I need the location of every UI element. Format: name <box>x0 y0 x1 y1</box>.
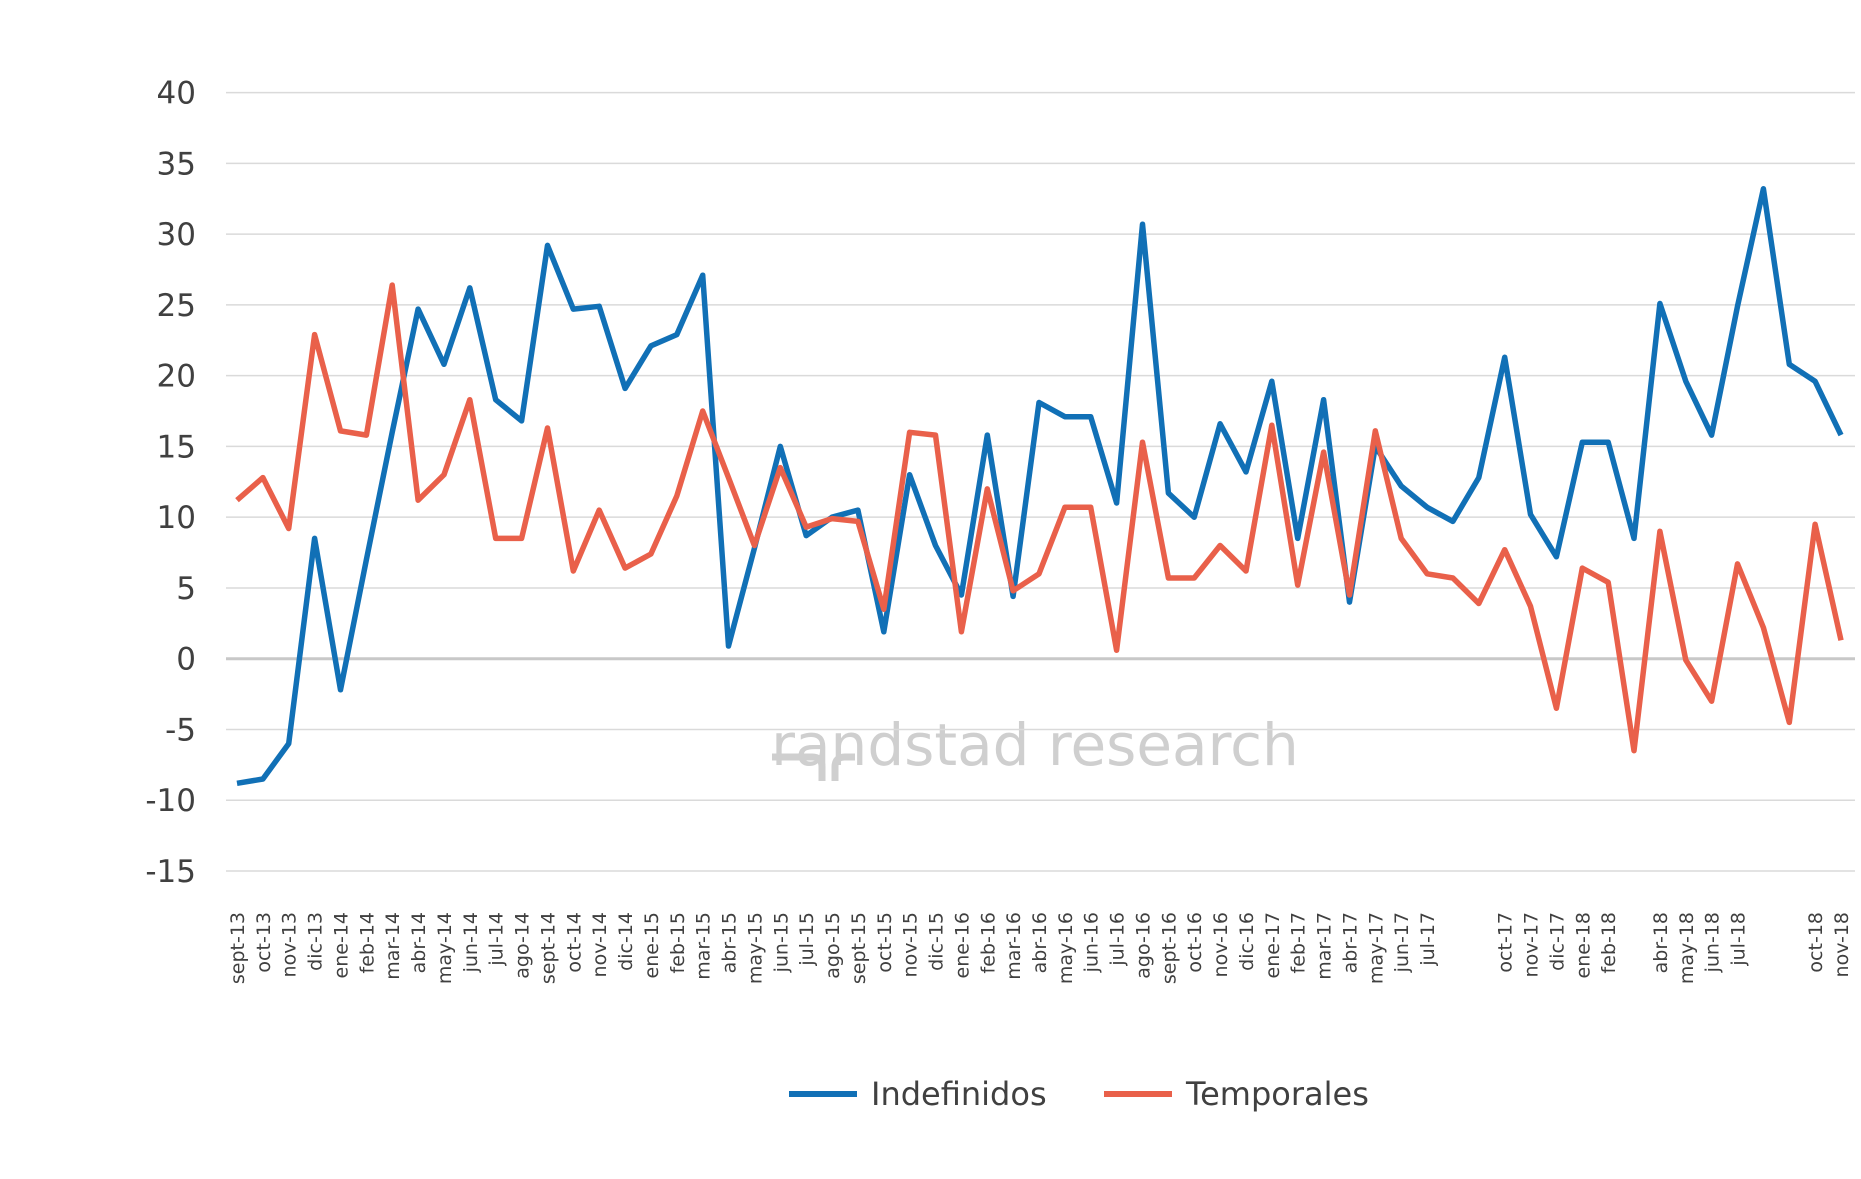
legend-label: Indefinidos <box>871 1075 1047 1113</box>
x-tick-label: ago-15 <box>822 912 844 979</box>
x-tick-label: abr-14 <box>408 912 430 973</box>
x-tick-label: feb-15 <box>667 912 689 973</box>
x-tick-label: abr-15 <box>719 912 741 973</box>
x-tick-label: nov-16 <box>1210 912 1232 977</box>
watermark-logo <box>772 753 855 781</box>
x-tick-label: sept-16 <box>1158 912 1180 984</box>
x-tick-label: oct-17 <box>1495 912 1517 973</box>
x-tick-label: dic-17 <box>1546 912 1568 971</box>
series-line <box>236 186 1844 787</box>
x-tick-label: feb-18 <box>1598 912 1620 973</box>
x-tick-label: nov-18 <box>1831 912 1853 977</box>
y-tick-label: 40 <box>157 76 196 112</box>
x-tick-label: dic-16 <box>1236 912 1258 971</box>
x-tick-label: abr-18 <box>1650 912 1672 973</box>
x-tick-label: may-17 <box>1365 912 1387 984</box>
y-tick-label: 5 <box>176 571 196 607</box>
x-tick-label: jul-14 <box>486 912 508 967</box>
x-tick-label: ene-16 <box>951 912 973 978</box>
x-tick-label: abr-16 <box>1029 912 1051 973</box>
legend-label: Temporales <box>1185 1075 1369 1113</box>
x-tick-label: ene-18 <box>1572 912 1594 978</box>
x-tick-label: may-16 <box>1055 912 1077 984</box>
y-tick-label: 25 <box>157 288 196 324</box>
x-tick-label: dic-13 <box>305 912 327 971</box>
y-tick-label: 35 <box>157 146 196 182</box>
x-tick-label: ene-14 <box>330 912 352 978</box>
x-tick-label: mar-16 <box>1003 912 1025 980</box>
y-tick-label: -10 <box>145 783 196 819</box>
x-tick-label: dic-15 <box>926 912 948 971</box>
x-tick-label: mar-15 <box>693 912 715 980</box>
x-tick-label: feb-14 <box>356 912 378 973</box>
y-tick-label: 20 <box>157 359 196 395</box>
x-tick-label: nov-14 <box>589 912 611 977</box>
x-tick-label: sept-15 <box>848 912 870 984</box>
y-tick-label: 10 <box>157 500 196 536</box>
x-tick-label: oct-13 <box>253 912 275 973</box>
series-line <box>235 282 1844 754</box>
x-tick-label: jul-18 <box>1728 912 1750 967</box>
x-tick-label: ene-15 <box>641 912 663 978</box>
x-tick-label: mar-14 <box>382 912 404 980</box>
x-tick-label: may-14 <box>434 912 456 984</box>
x-tick-label: nov-15 <box>900 912 922 977</box>
x-tick-label: ago-14 <box>512 912 534 979</box>
watermark: randstad research <box>771 711 1299 779</box>
y-tick-label: 30 <box>157 217 196 253</box>
x-tick-label: nov-17 <box>1521 912 1543 977</box>
x-tick-label: may-18 <box>1676 912 1698 984</box>
x-tick-label: oct-18 <box>1805 912 1827 973</box>
x-tick-label: jul-15 <box>796 912 818 967</box>
x-tick-label: nov-13 <box>279 912 301 977</box>
x-tick-label: may-15 <box>744 912 766 984</box>
x-tick-label: jul-16 <box>1107 912 1129 967</box>
x-tick-label: sept-13 <box>227 912 249 984</box>
x-tick-label: mar-17 <box>1314 912 1336 980</box>
x-tick-label: dic-14 <box>615 912 637 971</box>
x-tick-label: ago-16 <box>1132 912 1154 979</box>
x-tick-label: ene-17 <box>1262 912 1284 978</box>
y-tick-label: -15 <box>145 854 196 890</box>
x-tick-label: oct-16 <box>1184 912 1206 973</box>
x-tick-label: jun-15 <box>770 912 792 973</box>
x-tick-label: jun-14 <box>460 912 482 973</box>
y-tick-label: 15 <box>157 429 196 465</box>
x-tick-label: jun-16 <box>1081 912 1103 973</box>
x-tick-label: feb-16 <box>977 912 999 973</box>
y-tick-label: -5 <box>165 712 196 748</box>
x-tick-label: feb-17 <box>1288 912 1310 973</box>
x-tick-label: oct-15 <box>874 912 896 973</box>
x-tick-label: jun-17 <box>1391 912 1413 973</box>
x-tick-label: abr-17 <box>1339 912 1361 973</box>
x-tick-label: jun-18 <box>1702 912 1724 973</box>
x-tick-label: oct-14 <box>563 912 585 973</box>
y-tick-label: 0 <box>176 642 196 678</box>
x-tick-label: jul-17 <box>1417 912 1439 967</box>
x-tick-label: sept-14 <box>537 912 559 984</box>
